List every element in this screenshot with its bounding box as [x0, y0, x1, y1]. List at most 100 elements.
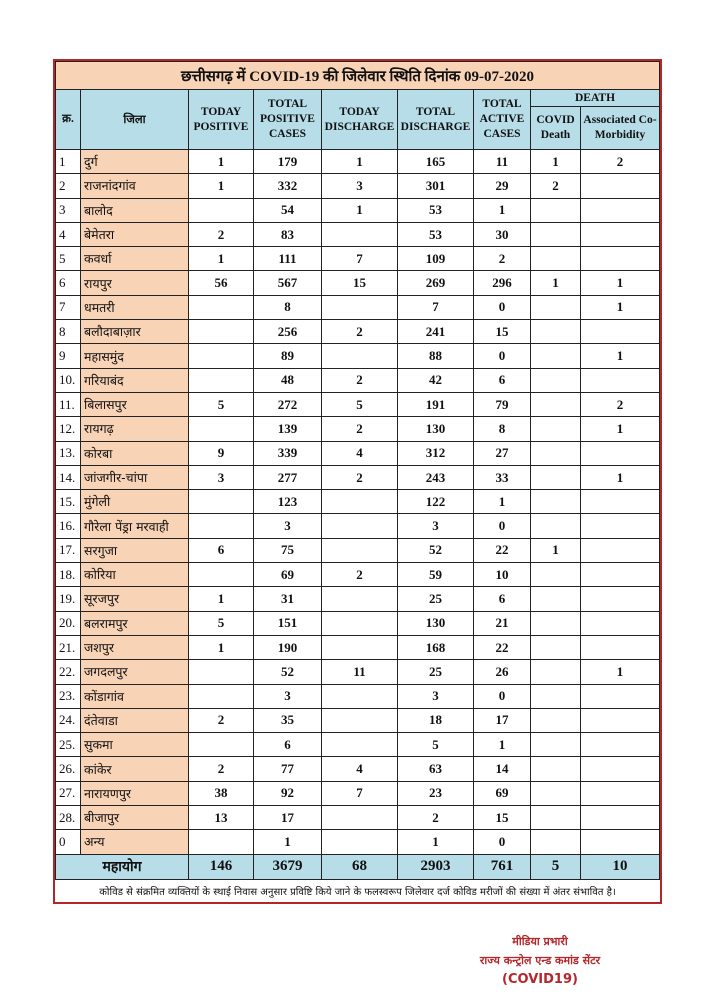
cell-covid-death: [530, 367, 581, 393]
cell-serial: 1: [55, 148, 81, 175]
footnote: कोविड से संक्रमित व्यक्तियों के स्थाई नि…: [99, 886, 616, 898]
cell-covid-death: [530, 489, 581, 515]
cell-total-positive: 567: [253, 270, 322, 296]
table-row: 3 बालोद 54 1 53 1: [55, 197, 660, 223]
cell-today-positive: 38: [188, 780, 254, 807]
table-row: 0 अन्य 1 1 0: [55, 829, 660, 855]
cell-total-discharge: 59: [397, 562, 474, 588]
table-row: 9 महासमुंद 89 88 0 1: [55, 343, 660, 369]
cell-today-positive: [188, 416, 254, 442]
cell-total-positive: 83: [253, 221, 322, 248]
cell-today-discharge: [321, 586, 398, 612]
cell-covid-death: [530, 391, 581, 418]
cell-covid-death: [530, 562, 581, 588]
total-total-positive: 3679: [253, 853, 322, 880]
cell-today-discharge: [321, 634, 398, 661]
cell-serial: 26.: [55, 756, 81, 782]
cell-total-discharge: 7: [397, 294, 474, 321]
cell-today-positive: [188, 683, 254, 709]
cell-district: रायगढ़: [80, 416, 189, 442]
cell-total-positive: 272: [253, 391, 322, 418]
cell-total-discharge: 25: [397, 586, 474, 612]
cell-comorbidity: [580, 367, 660, 393]
cell-district: जगदलपुर: [80, 659, 189, 685]
cell-active-cases: 22: [473, 537, 531, 564]
cell-today-positive: [188, 829, 254, 855]
table-row: 20. बलरामपुर 5 151 130 21: [55, 610, 660, 636]
cell-today-discharge: [321, 537, 398, 564]
cell-district: राजनांदगांव: [80, 173, 189, 199]
cell-today-positive: [188, 659, 254, 685]
cell-total-discharge: 52: [397, 537, 474, 564]
cell-district: बलौदाबाज़ार: [80, 319, 189, 345]
cell-today-discharge: [321, 805, 398, 831]
cell-today-discharge: [321, 343, 398, 369]
cell-total-positive: 8: [253, 294, 322, 321]
cell-total-positive: 3: [253, 513, 322, 539]
cell-district: कोरबा: [80, 440, 189, 466]
cell-today-positive: [188, 294, 254, 321]
cell-total-positive: 123: [253, 489, 322, 515]
cell-active-cases: 2: [473, 246, 531, 272]
cell-active-cases: 0: [473, 513, 531, 539]
cell-covid-death: [530, 732, 581, 758]
header-total-positive: TOTAL POSITIVE CASES: [253, 89, 322, 150]
cell-district: बालोद: [80, 197, 189, 223]
header-today-discharge: TODAY DISCHARGE: [321, 89, 398, 150]
cell-district: कोंडागांव: [80, 683, 189, 709]
cell-total-positive: 48: [253, 367, 322, 393]
cell-serial: 25.: [55, 732, 81, 758]
cell-covid-death: 1: [530, 537, 581, 564]
cell-total-positive: 179: [253, 148, 322, 175]
cell-comorbidity: 1: [580, 294, 660, 321]
cell-comorbidity: 1: [580, 416, 660, 442]
cell-today-discharge: [321, 221, 398, 248]
cell-covid-death: [530, 683, 581, 709]
header-comorbidity: Associated Co-Morbidity: [580, 106, 660, 150]
cell-today-discharge: [321, 683, 398, 709]
cell-total-positive: 332: [253, 173, 322, 199]
cell-serial: 15.: [55, 489, 81, 515]
cell-today-discharge: [321, 732, 398, 758]
cell-covid-death: [530, 343, 581, 369]
cell-today-discharge: 3: [321, 173, 398, 199]
cell-active-cases: 69: [473, 780, 531, 807]
cell-covid-death: [530, 319, 581, 345]
signature-line-1: मीडिया प्रभारी: [512, 935, 568, 948]
total-label: महायोग: [55, 853, 189, 880]
cell-today-discharge: 2: [321, 416, 398, 442]
cell-active-cases: 6: [473, 586, 531, 612]
cell-total-positive: 17: [253, 805, 322, 831]
total-covid-death: 5: [530, 853, 581, 880]
cell-total-positive: 256: [253, 319, 322, 345]
cell-serial: 14.: [55, 464, 81, 491]
cell-serial: 4: [55, 221, 81, 248]
signature-block: मीडिया प्रभारी राज्य कन्ट्रोल एन्ड कमांड…: [455, 932, 625, 989]
cell-serial: 3: [55, 197, 81, 223]
cell-district: महासमुंद: [80, 343, 189, 369]
cell-district: नारायणपुर: [80, 780, 189, 807]
signature-line-3: (COVID19): [502, 972, 578, 987]
table-row: 4 बेमेतरा 2 83 53 30: [55, 221, 660, 248]
cell-comorbidity: [580, 513, 660, 539]
table-row: 11. बिलासपुर 5 272 5 191 79 2: [55, 391, 660, 418]
cell-today-discharge: 15: [321, 270, 398, 296]
cell-active-cases: 30: [473, 221, 531, 248]
cell-total-positive: 77: [253, 756, 322, 782]
cell-serial: 11.: [55, 391, 81, 418]
cell-today-positive: 2: [188, 756, 254, 782]
cell-comorbidity: [580, 829, 660, 855]
cell-covid-death: [530, 246, 581, 272]
cell-comorbidity: [580, 537, 660, 564]
cell-serial: 22.: [55, 659, 81, 685]
cell-comorbidity: [580, 586, 660, 612]
table-row: 12. रायगढ़ 139 2 130 8 1: [55, 416, 660, 442]
cell-total-positive: 1: [253, 829, 322, 855]
cell-district: बिलासपुर: [80, 391, 189, 418]
cell-today-positive: [188, 513, 254, 539]
cell-comorbidity: [580, 562, 660, 588]
table-title: छत्तीसगढ़ में COVID-19 की जिलेवार स्थिति…: [55, 61, 660, 90]
cell-serial: 9: [55, 343, 81, 369]
cell-serial: 17.: [55, 537, 81, 564]
cell-active-cases: 22: [473, 634, 531, 661]
